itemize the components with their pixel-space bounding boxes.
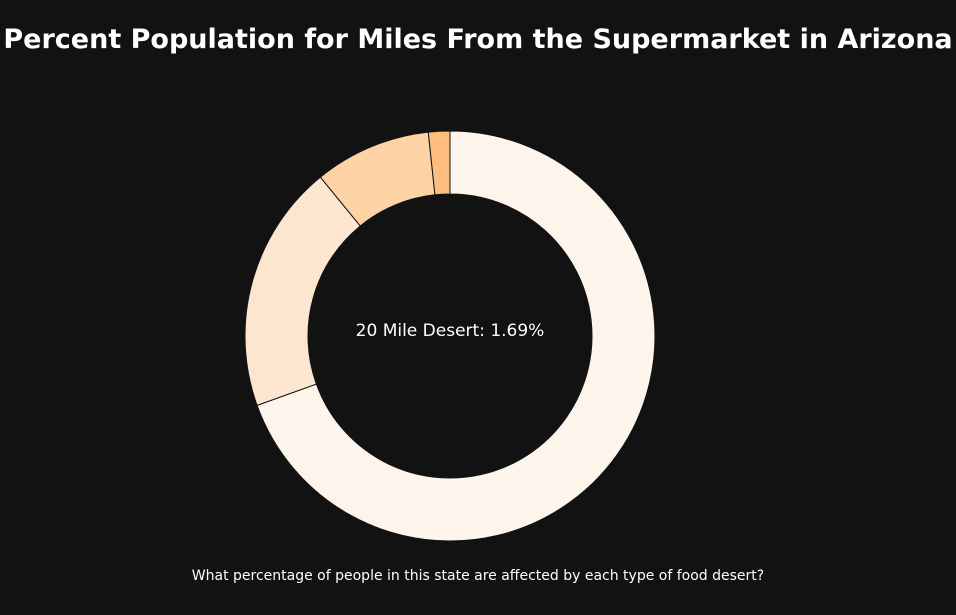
donut-slice-2[interactable]: [244, 176, 361, 406]
chart-caption: What percentage of people in this state …: [191, 568, 765, 584]
chart-title: Percent Population for Miles From the Su…: [3, 24, 953, 55]
donut-slice-1[interactable]: [256, 130, 656, 542]
donut-slice-4[interactable]: [427, 130, 451, 196]
center-label: 20 Mile Desert: 1.69%: [356, 321, 545, 341]
donut-slices: [244, 130, 656, 542]
